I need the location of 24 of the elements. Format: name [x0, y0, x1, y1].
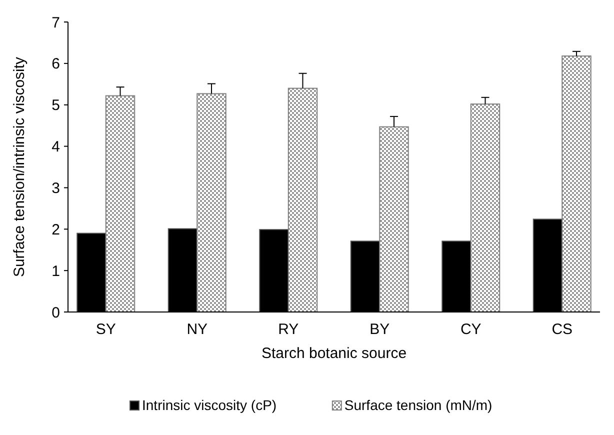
bar	[196, 93, 226, 312]
y-tick-label: 7	[52, 14, 60, 32]
x-tick-label: NY	[186, 321, 208, 338]
x-tick-label: SY	[96, 321, 116, 338]
x-tick-label: CY	[460, 321, 482, 338]
y-tick-label: 6	[52, 56, 60, 73]
bar	[562, 55, 592, 312]
y-tick-label: 5	[52, 97, 60, 114]
bar	[379, 126, 409, 312]
y-tick-label: 1	[52, 262, 60, 280]
y-tick-label: 2	[52, 221, 60, 238]
y-tick-label: 0	[52, 304, 60, 322]
legend-label: Surface tension (mN/m)	[344, 397, 492, 413]
x-tick-label: BY	[370, 321, 390, 338]
y-axis-title: Surface tension/intrinsic viscosity	[11, 56, 28, 278]
y-tick-label: 4	[52, 138, 60, 156]
x-tick-label: CS	[552, 321, 573, 338]
bar	[288, 88, 318, 312]
legend-label: Intrinsic viscosity (cP)	[142, 397, 277, 413]
bar	[105, 95, 136, 312]
x-axis-title: Starch botanic source	[261, 345, 407, 362]
x-tick-label: RY	[278, 321, 299, 338]
y-tick-label: 3	[52, 180, 60, 197]
bar	[470, 104, 500, 312]
